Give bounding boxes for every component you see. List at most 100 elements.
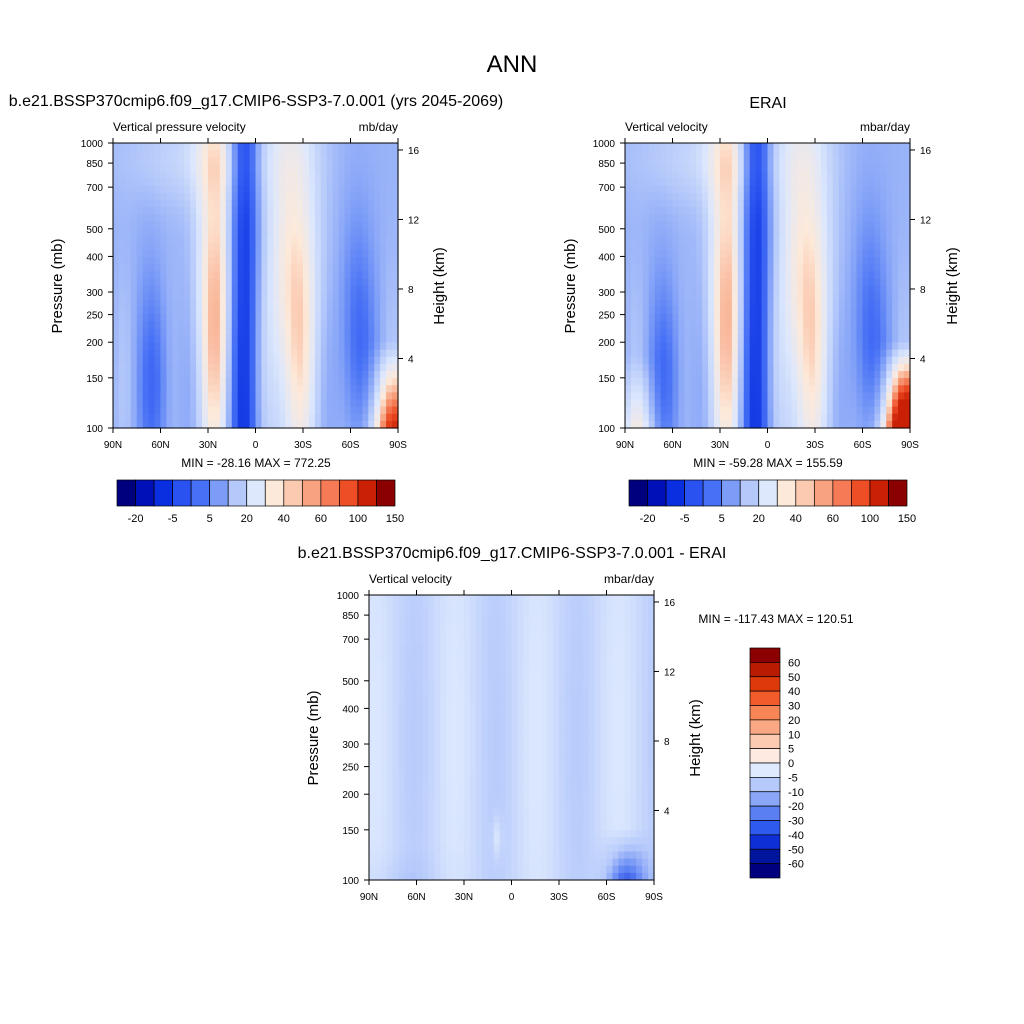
diff-cell [505,801,513,810]
model-cell [285,392,292,401]
obs-cell [672,413,680,422]
obs-cell [797,207,804,215]
obs-cell [654,392,662,401]
model-cell [338,413,346,422]
obs-cell [737,385,745,393]
diff-cell [487,744,495,753]
model-cell [148,257,156,265]
obs-cell [815,306,822,315]
obs-cell [868,207,875,215]
obs-cell [904,321,911,329]
diff-cell [446,823,453,831]
obs-cell [820,356,828,365]
obs-cell [815,185,822,194]
model-cell [297,413,304,422]
model-cell [255,228,263,237]
model-cell [380,171,387,180]
obs-cell [755,242,763,251]
obs-cell [809,228,816,237]
obs-cell [755,349,763,358]
model-cell [303,306,310,315]
model-cell [172,292,179,301]
model-cell [190,335,197,344]
obs-cell [880,271,887,279]
model-cell [148,249,156,258]
model-y2label: Height (km) [431,247,448,325]
model-cell [184,349,191,358]
obs-cell [672,264,680,272]
diff-cell [428,773,435,781]
obs-cell [832,200,840,208]
obs-cell [654,185,662,194]
obs-cell [666,214,674,222]
obs-cell [874,278,881,287]
model-cell [225,214,233,222]
obs-cell [880,321,887,329]
model-cell [225,363,233,372]
obs-cell [702,214,709,222]
model-cell [368,321,375,329]
obs-cell [809,385,816,393]
obs-cell [755,257,763,265]
model-cell [392,349,399,358]
obs-colorbar-swatch [647,479,667,507]
obs-cell [892,257,899,265]
model-cell [208,164,215,173]
model-cell [344,413,352,422]
obs-cell [803,214,810,222]
model-cell [172,150,179,158]
obs-cell [684,143,691,151]
diff-cell [464,844,471,853]
model-cell [178,249,185,258]
obs-cell [850,164,858,173]
diff-cell [446,858,453,867]
obs-cell [636,257,644,265]
obs-cell [832,235,840,244]
model-cell [332,249,340,258]
obs-cell [714,413,721,422]
obs-cell [708,235,715,244]
model-cell [178,257,185,265]
diff-cell [481,616,489,625]
diff-cell [464,872,471,881]
model-cell [243,264,251,272]
model-cell [208,192,215,201]
model-cell [202,335,209,344]
obs-cell [696,378,703,386]
obs-cell [720,392,727,401]
model-cell [243,299,251,308]
obs-cell [809,285,816,294]
model-cell [208,342,215,351]
obs-cell [773,157,780,165]
model-cell [338,349,346,358]
model-cell [118,214,126,222]
diff-cell [464,787,471,796]
model-cell [202,356,209,365]
obs-cell [755,235,763,244]
diff-cell [410,758,418,767]
model-cell [344,299,352,308]
obs-cell [702,413,709,422]
model-cell [392,249,399,258]
model-cell [118,371,126,379]
obs-cell [749,356,757,365]
diff-cell [369,694,376,703]
model-cell [279,406,286,415]
model-cell [356,314,363,322]
model-cell [279,349,286,358]
model-cell [392,143,399,151]
obs-cell [820,192,828,201]
obs-cell [678,314,685,322]
obs-cell [636,164,644,173]
model-cell [267,321,274,329]
model-cell [160,178,168,187]
diff-cell [428,758,435,767]
diff-cell [452,616,459,625]
model-cell [113,371,120,379]
obs-cell [749,185,757,194]
obs-cell [791,164,798,173]
model-cell [374,378,381,386]
model-cell [225,335,233,344]
obs-cell [785,257,792,265]
model-cell [338,164,346,173]
